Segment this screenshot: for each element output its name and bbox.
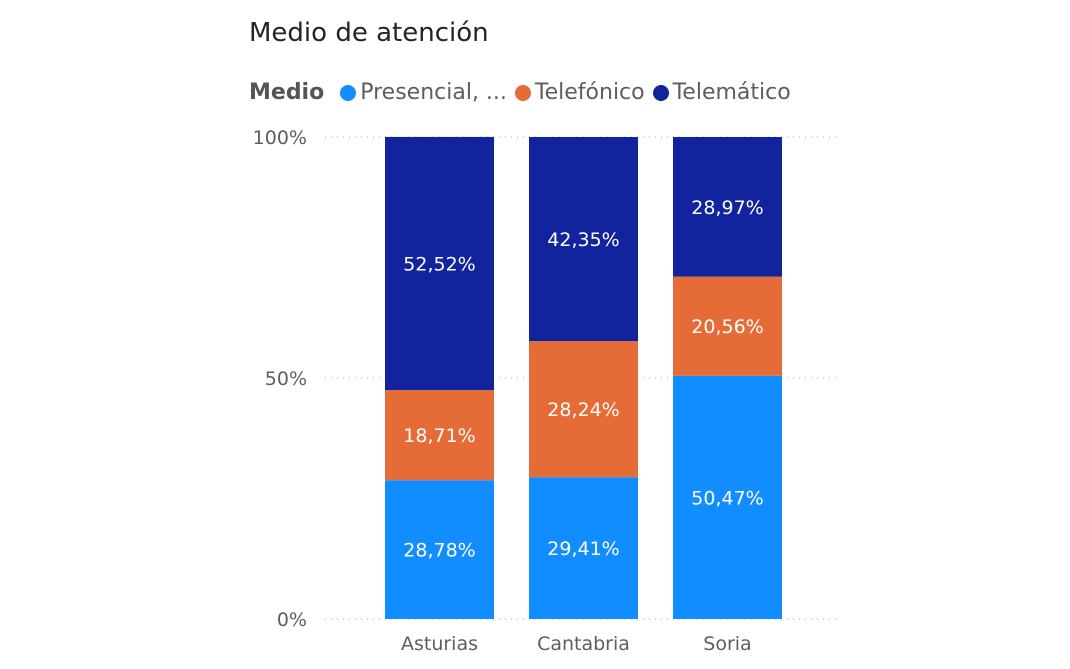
data-label: 28,97%: [691, 197, 763, 219]
chart-title: Medio de atención: [249, 18, 489, 48]
y-tick-label: 0%: [277, 609, 307, 631]
legend-title: Medio: [249, 80, 325, 105]
data-label: 42,35%: [547, 229, 619, 251]
legend-dot-icon: [652, 84, 669, 101]
bar-segment[interactable]: [673, 375, 782, 619]
legend-label: Presencial, ...: [360, 80, 507, 105]
data-label: 28,78%: [403, 540, 475, 562]
data-label: 20,56%: [691, 316, 763, 338]
legend-item-presencial[interactable]: Presencial, ...: [340, 80, 507, 105]
legend-item-telematico[interactable]: Telemático: [652, 80, 791, 105]
bar-segment[interactable]: [673, 137, 782, 277]
data-label: 18,71%: [403, 425, 475, 447]
data-label: 50,47%: [691, 487, 763, 509]
x-tick-label: Asturias: [401, 633, 478, 655]
y-tick-label: 50%: [265, 368, 307, 390]
legend-label: Telefónico: [534, 80, 645, 105]
x-tick-label: Cantabria: [537, 633, 630, 655]
legend-dot-icon: [340, 84, 357, 101]
x-tick-label: Soria: [703, 633, 751, 655]
legend: Medio Presencial, ... Telefónico Telemát…: [249, 80, 799, 105]
data-label: 28,24%: [547, 399, 619, 421]
legend-dot-icon: [514, 84, 531, 101]
bar-segment[interactable]: [529, 341, 638, 478]
data-label: 52,52%: [403, 254, 475, 276]
bar-segment[interactable]: [673, 276, 782, 376]
bar-segment[interactable]: [529, 137, 638, 342]
bar-segment[interactable]: [385, 136, 494, 391]
bar-segment[interactable]: [385, 390, 494, 481]
bar-segment[interactable]: [385, 480, 494, 619]
legend-label: Telemático: [672, 80, 791, 105]
data-label: 29,41%: [547, 538, 619, 560]
bar-segment[interactable]: [529, 477, 638, 619]
y-tick-label: 100%: [253, 127, 307, 149]
legend-item-telefonico[interactable]: Telefónico: [514, 80, 645, 105]
